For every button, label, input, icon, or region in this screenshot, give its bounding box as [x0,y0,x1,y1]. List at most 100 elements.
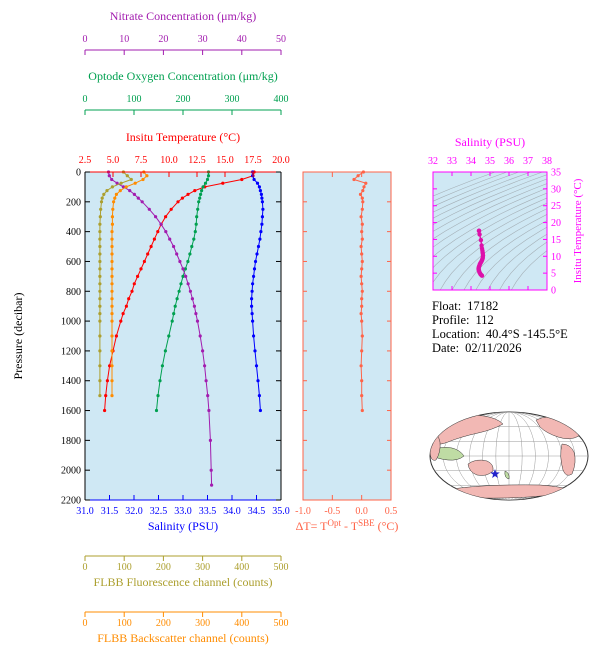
info-date-value: 02/11/2026 [465,341,522,355]
float-location-star [490,469,500,478]
svg-text:36: 36 [504,156,514,167]
world-map [429,411,589,501]
svg-text:35: 35 [551,168,561,179]
svg-text:300: 300 [195,562,210,573]
svg-text:1000: 1000 [61,317,81,328]
svg-text:7.5: 7.5 [135,155,148,166]
series-backscatter [110,170,149,398]
ts-axes [432,171,548,291]
svg-text:Insitu Temperature (°C): Insitu Temperature (°C) [572,178,584,283]
svg-text:ΔT= TOpt - TSBE (°C): ΔT= TOpt - TSBE (°C) [296,518,399,533]
svg-text:10: 10 [119,34,129,45]
svg-text:200: 200 [156,562,171,573]
svg-text:0.5: 0.5 [385,506,398,517]
svg-text:25: 25 [551,201,561,212]
svg-text:5.0: 5.0 [107,155,120,166]
series-fluorescence [98,170,133,398]
svg-text:600: 600 [66,257,81,268]
svg-text:32.0: 32.0 [125,506,143,517]
axis-oxygen [84,109,282,115]
svg-text:0: 0 [83,562,88,573]
svg-text:0: 0 [83,618,88,629]
axis-backscatter [84,611,282,617]
svg-text:1800: 1800 [61,436,81,447]
svg-text:20.0: 20.0 [272,155,290,166]
info-profile-value: 112 [475,313,494,327]
svg-text:34: 34 [466,156,476,167]
svg-text:400: 400 [274,94,289,105]
svg-text:0: 0 [83,94,88,105]
svg-text:300: 300 [225,94,240,105]
axis-salinity [84,495,282,501]
svg-text:Nitrate Concentration (μm/kg): Nitrate Concentration (μm/kg) [110,9,256,23]
axis-fluorescence [84,555,282,561]
svg-text:FLBB Backscatter channel (coun: FLBB Backscatter channel (counts) [97,631,269,645]
svg-text:500: 500 [274,562,289,573]
info-location-label: Location: [432,327,480,341]
info-float: Float: 17182 [432,299,568,313]
svg-text:34.5: 34.5 [248,506,266,517]
svg-text:400: 400 [66,227,81,238]
svg-text:200: 200 [156,618,171,629]
svg-text:-0.5: -0.5 [324,506,340,517]
svg-text:17.5: 17.5 [244,155,262,166]
svg-text:31.0: 31.0 [76,506,94,517]
svg-text:800: 800 [66,287,81,298]
svg-text:33.5: 33.5 [199,506,217,517]
info-profile: Profile: 112 [432,313,568,327]
svg-text:40: 40 [237,34,247,45]
svg-text:32: 32 [428,156,438,167]
svg-text:50: 50 [276,34,286,45]
svg-text:10.0: 10.0 [160,155,178,166]
svg-text:Optode Oxygen Concentration (μ: Optode Oxygen Concentration (μm/kg) [88,69,277,83]
info-float-label: Float: [432,299,462,313]
svg-text:Insitu Temperature (°C): Insitu Temperature (°C) [126,130,240,144]
delta-t-axes: ΔT= TOpt - TSBE (°C) [296,171,399,533]
svg-text:Salinity (PSU): Salinity (PSU) [148,519,218,533]
svg-text:2200: 2200 [61,496,81,507]
info-location-value: 40.4°S -145.5°E [485,327,568,341]
svg-text:20: 20 [158,34,168,45]
svg-text:Salinity (PSU): Salinity (PSU) [455,135,525,149]
svg-text:100: 100 [127,94,142,105]
svg-text:30: 30 [198,34,208,45]
svg-text:0: 0 [551,286,556,297]
series-nitrate [106,170,214,487]
info-date-label: Date: [432,341,460,355]
info-profile-label: Profile: [432,313,470,327]
svg-text:1600: 1600 [61,406,81,417]
svg-text:-1.0: -1.0 [295,506,311,517]
svg-text:2.5: 2.5 [79,155,92,166]
svg-text:31.5: 31.5 [101,506,119,517]
svg-text:33.0: 33.0 [174,506,192,517]
svg-text:35.0: 35.0 [272,506,290,517]
svg-text:5: 5 [551,269,556,280]
ts-series [476,228,486,278]
series-salinity [250,170,265,413]
svg-text:15.0: 15.0 [216,155,234,166]
svg-text:1400: 1400 [61,376,81,387]
svg-text:100: 100 [117,562,132,573]
pressure-axis [84,171,282,501]
svg-text:400: 400 [234,618,249,629]
svg-text:20: 20 [551,218,561,229]
svg-text:0: 0 [76,168,81,179]
svg-text:0: 0 [83,34,88,45]
svg-text:15: 15 [551,235,561,246]
svg-text:500: 500 [274,618,289,629]
svg-text:Pressure (decibar): Pressure (decibar) [11,293,25,380]
svg-text:37: 37 [523,156,533,167]
info-date: Date: 02/11/2026 [432,341,568,355]
svg-text:1200: 1200 [61,346,81,357]
svg-text:33: 33 [447,156,457,167]
svg-text:300: 300 [195,618,210,629]
series-oxygen [154,170,211,413]
svg-text:2000: 2000 [61,466,81,477]
profile-series [98,170,265,487]
svg-text:0.0: 0.0 [355,506,368,517]
svg-text:FLBB Fluorescence channel (cou: FLBB Fluorescence channel (counts) [94,575,273,589]
svg-text:10: 10 [551,252,561,263]
svg-text:32.5: 32.5 [150,506,168,517]
